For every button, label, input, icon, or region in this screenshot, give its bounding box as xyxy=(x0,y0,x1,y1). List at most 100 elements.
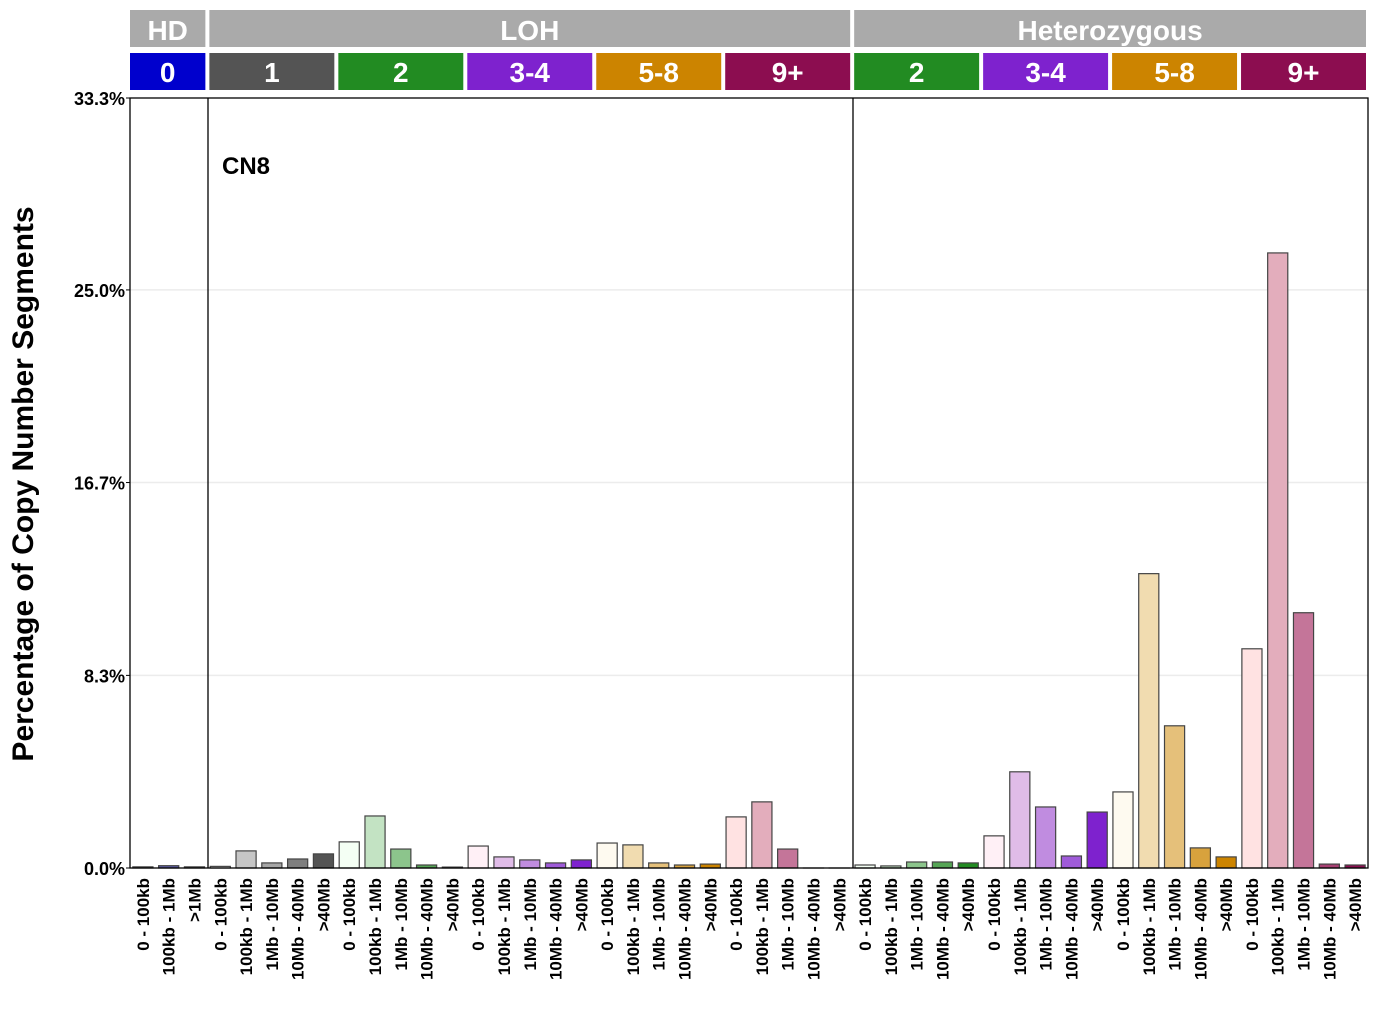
header-bands: 0 1 2 3-4 5-8 9+ 2 3-4 5-8 9+ HD LOH Heterozygous xyxy=(130,10,1366,90)
x-tick-label: 1Mb - 10Mb xyxy=(521,878,540,971)
state-band-label: Heterozygous xyxy=(1018,15,1203,46)
x-tick-label: 1Mb - 10Mb xyxy=(1166,878,1185,971)
signature-annotation: CN8 xyxy=(222,153,270,180)
x-tick-label: 10Mb - 40Mb xyxy=(1062,878,1081,980)
x-tick-label: >40Mb xyxy=(1346,878,1365,931)
bar-loh-1-3 xyxy=(288,859,308,868)
x-tick-label: >40Mb xyxy=(701,878,720,931)
cn-band-label: 2 xyxy=(909,57,925,88)
x-tick-label: >40Mb xyxy=(1088,878,1107,931)
x-tick-label: >1Mb xyxy=(185,878,204,922)
cn-band-label: 2 xyxy=(393,57,409,88)
y-tick-label: 8.3% xyxy=(84,666,125,686)
x-tick-label: 100kb - 1Mb xyxy=(753,878,772,975)
cn-band-label: 3-4 xyxy=(510,57,551,88)
bar-loh-1-4 xyxy=(313,854,333,868)
bar-loh-3-4-3 xyxy=(546,863,566,868)
cn-band-label: 3-4 xyxy=(1025,57,1066,88)
bar-loh-3-4-2 xyxy=(520,860,540,868)
x-tick-label: 1Mb - 10Mb xyxy=(392,878,411,971)
x-tick-label: >40Mb xyxy=(959,878,978,931)
bar-loh-9+-2 xyxy=(778,849,798,868)
bar-heterozygous-9+-1 xyxy=(1268,253,1288,868)
bar-loh-1-1 xyxy=(236,851,256,868)
bar-heterozygous-9+-0 xyxy=(1242,649,1262,868)
bar-loh-9+-1 xyxy=(752,802,772,868)
x-tick-label: 10Mb - 40Mb xyxy=(804,878,823,980)
bar-loh-2-0 xyxy=(339,842,359,868)
cn-band-label: 1 xyxy=(264,57,280,88)
bar-loh-3-4-1 xyxy=(494,857,514,868)
x-tick-label: 0 - 100kb xyxy=(985,878,1004,951)
x-tick-label: 100kb - 1Mb xyxy=(1011,878,1030,975)
x-tick-label: 0 - 100kb xyxy=(211,878,230,951)
x-tick-label: 10Mb - 40Mb xyxy=(418,878,437,980)
x-tick-label: 10Mb - 40Mb xyxy=(547,878,566,980)
x-tick-label: 100kb - 1Mb xyxy=(624,878,643,975)
x-tick-label: >40Mb xyxy=(443,878,462,931)
bar-heterozygous-5-8-0 xyxy=(1113,792,1133,868)
bar-heterozygous-3-4-3 xyxy=(1061,856,1081,868)
x-tick-label: >40Mb xyxy=(572,878,591,931)
bar-heterozygous-5-8-4 xyxy=(1216,857,1236,868)
x-tick-label: >40Mb xyxy=(1217,878,1236,931)
y-tick-labels: 0.0% 8.3% 16.7% 25.0% 33.3% xyxy=(74,89,130,879)
x-tick-label: >40Mb xyxy=(830,878,849,931)
gridlines xyxy=(130,290,1368,675)
x-tick-label: 100kb - 1Mb xyxy=(366,878,385,975)
y-axis-label: Percentage of Copy Number Segments xyxy=(7,206,40,761)
x-tick-label: >40Mb xyxy=(314,878,333,931)
bar-loh-9+-0 xyxy=(726,817,746,868)
cn-band-label: 0 xyxy=(160,57,176,88)
bar-heterozygous-5-8-1 xyxy=(1139,574,1159,868)
x-tick-label: 0 - 100kb xyxy=(727,878,746,951)
x-tick-label: 100kb - 1Mb xyxy=(882,878,901,975)
bar-loh-5-8-1 xyxy=(623,845,643,868)
x-tick-label: 1Mb - 10Mb xyxy=(908,878,927,971)
bar-heterozygous-5-8-3 xyxy=(1190,848,1210,868)
x-tick-label: 100kb - 1Mb xyxy=(495,878,514,975)
x-tick-label: 10Mb - 40Mb xyxy=(676,878,695,980)
cn-band-label: 5-8 xyxy=(1154,57,1194,88)
bars xyxy=(133,253,1365,868)
bar-loh-3-4-4 xyxy=(571,860,591,868)
x-tick-label: 10Mb - 40Mb xyxy=(1191,878,1210,980)
x-tick-label: 1Mb - 10Mb xyxy=(1295,878,1314,971)
x-tick-label: 0 - 100kb xyxy=(134,878,153,951)
x-tick-label: 0 - 100kb xyxy=(856,878,875,951)
x-tick-label: 10Mb - 40Mb xyxy=(933,878,952,980)
bar-heterozygous-5-8-2 xyxy=(1165,726,1185,868)
x-tick-label: 100kb - 1Mb xyxy=(1140,878,1159,975)
x-tick-label: 100kb - 1Mb xyxy=(237,878,256,975)
bar-heterozygous-2-4 xyxy=(958,863,978,868)
x-tick-label: 1Mb - 10Mb xyxy=(779,878,798,971)
bar-heterozygous-3-4-0 xyxy=(984,836,1004,868)
x-tick-labels: 0 - 100kb 100kb - 1Mb >1Mb 0 - 100kb 100kb -… xyxy=(134,878,1365,980)
bar-loh-3-4-0 xyxy=(468,846,488,868)
x-tick-label: 0 - 100kb xyxy=(469,878,488,951)
cn-band-label: 9+ xyxy=(772,57,804,88)
cn-band-label: 9+ xyxy=(1288,57,1320,88)
state-band-label: LOH xyxy=(500,15,559,46)
y-tick-label: 16.7% xyxy=(74,474,125,494)
bar-loh-2-2 xyxy=(391,849,411,868)
bar-heterozygous-2-3 xyxy=(932,862,952,868)
x-tick-label: 0 - 100kb xyxy=(1243,878,1262,951)
bar-heterozygous-3-4-1 xyxy=(1010,772,1030,868)
x-tick-label: 1Mb - 10Mb xyxy=(650,878,669,971)
y-tick-label: 25.0% xyxy=(74,281,125,301)
x-tick-label: 10Mb - 40Mb xyxy=(1320,878,1339,980)
x-tick-label: 1Mb - 10Mb xyxy=(263,878,282,971)
bar-heterozygous-3-4-4 xyxy=(1087,812,1107,868)
x-tick-label: 10Mb - 40Mb xyxy=(289,878,308,980)
x-tick-label: 0 - 100kb xyxy=(340,878,359,951)
x-tick-label: 0 - 100kb xyxy=(598,878,617,951)
bar-heterozygous-9+-2 xyxy=(1293,613,1313,868)
bar-loh-5-8-0 xyxy=(597,843,617,868)
bar-heterozygous-3-4-2 xyxy=(1036,807,1056,868)
state-band-label: HD xyxy=(147,15,187,46)
cn-band-label: 5-8 xyxy=(638,57,678,88)
y-tick-label: 33.3% xyxy=(74,89,125,109)
y-tick-label: 0.0% xyxy=(84,859,125,879)
